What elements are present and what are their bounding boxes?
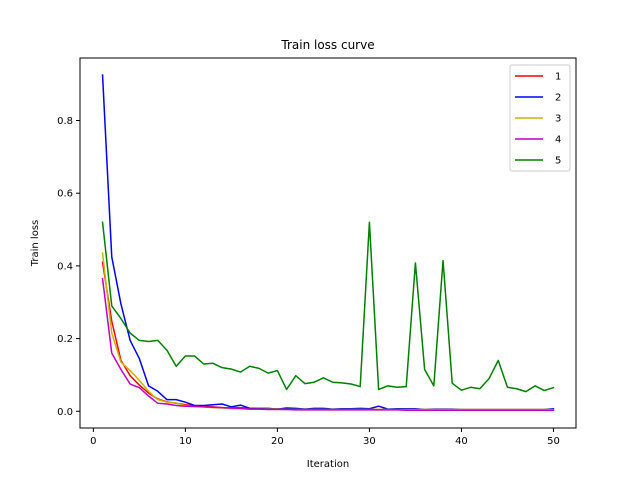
legend-label-2: 2 [555, 93, 561, 104]
x-axis-label: Iteration [307, 459, 349, 470]
y-tick-label: 0.6 [57, 189, 73, 200]
y-tick-label: 0.4 [57, 261, 73, 272]
y-tick-label: 0.0 [57, 407, 73, 418]
chart-title: Train loss curve [280, 38, 374, 52]
y-tick-label: 0.2 [57, 334, 73, 345]
x-tick-label: 20 [271, 436, 284, 447]
y-tick-label: 0.8 [57, 116, 73, 127]
series-line-4 [101, 277, 555, 411]
plot-area [80, 58, 576, 428]
legend-label-3: 3 [555, 114, 561, 125]
legend-label-1: 1 [555, 72, 561, 83]
x-axis-ticks: 0 10 20 30 40 50 [90, 428, 560, 447]
x-tick-label: 0 [90, 436, 96, 447]
y-axis-ticks: 0.0 0.2 0.4 0.6 0.8 [57, 116, 80, 418]
plot-frame [79, 57, 577, 429]
legend-label-5: 5 [555, 156, 561, 167]
x-tick-label: 30 [363, 436, 376, 447]
legend-label-4: 4 [555, 135, 561, 146]
series-layer [101, 74, 555, 411]
x-tick-label: 40 [455, 436, 468, 447]
x-tick-label: 10 [179, 436, 192, 447]
y-axis-label: Train loss [30, 220, 41, 268]
legend: 1 2 3 4 5 [509, 64, 571, 172]
x-tick-label: 50 [547, 436, 560, 447]
series-line-5 [101, 221, 555, 393]
